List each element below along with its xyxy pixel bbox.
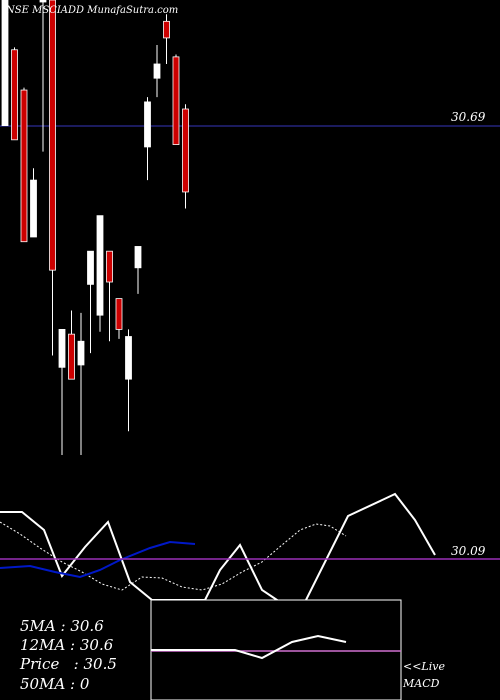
candle-bear	[106, 250, 113, 283]
ma-blue-line	[0, 540, 196, 579]
candle-bull	[125, 336, 132, 380]
macd-live-label: <<Live	[403, 660, 445, 673]
stat-sep: :	[56, 617, 71, 635]
candle-bear	[115, 298, 123, 330]
ma-dotted-line	[0, 521, 347, 591]
macd-line	[151, 634, 347, 660]
candle-bear	[68, 333, 75, 380]
stat-value: 30.5	[83, 655, 116, 673]
stat-sep: :	[65, 636, 80, 654]
candle-bull	[77, 340, 85, 366]
candle-bear	[163, 20, 170, 39]
candle-bear	[20, 89, 28, 243]
stat-value: 30.6	[70, 617, 104, 635]
candle-bull	[153, 63, 161, 79]
candle-bull	[134, 246, 142, 269]
stats-block: 5MA : 30.6 12MA : 30.6 Price : 30.5 50MA…	[19, 617, 117, 693]
stat-price: Price : 30.5	[19, 655, 117, 673]
stat-value: 0	[80, 675, 90, 693]
stat-label: 12MA	[20, 636, 65, 654]
candles-group	[1, 0, 189, 455]
candle-bull	[96, 215, 104, 316]
candle-bear	[11, 49, 18, 141]
stat-50ma: 50MA : 0	[20, 675, 90, 693]
candle-bull	[30, 179, 37, 238]
candle-bear	[182, 108, 189, 193]
candle-bull	[39, 0, 47, 3]
candle-bull	[144, 101, 151, 148]
stat-label: Price	[19, 655, 59, 673]
chart-title: NSE MSCIADD MunafaSutra.com	[5, 5, 178, 16]
stat-5ma: 5MA : 30.6	[20, 617, 104, 635]
candle-bear	[49, 0, 56, 271]
stat-label: 50MA	[20, 675, 65, 693]
stat-value: 30.6	[80, 636, 114, 654]
stat-sep: :	[59, 655, 83, 673]
level-label-upper: 30.69	[451, 110, 486, 124]
candle-bull	[1, 0, 9, 126]
stat-label: 5MA	[20, 617, 56, 635]
candle-bear	[172, 56, 180, 145]
candle-bull	[87, 250, 94, 285]
stat-sep: :	[65, 675, 80, 693]
oscillator-line	[0, 492, 436, 603]
level-label-lower: 30.09	[451, 544, 486, 558]
stat-12ma: 12MA : 30.6	[20, 636, 114, 654]
macd-label: MACD	[402, 677, 440, 690]
candle-bull	[58, 329, 66, 368]
